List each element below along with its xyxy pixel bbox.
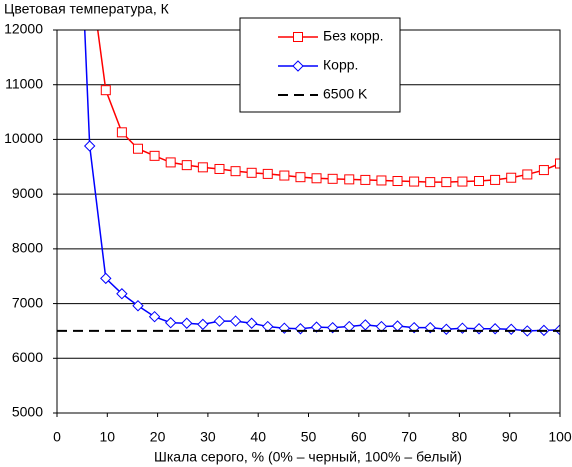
y-tick-label: 10000 xyxy=(4,130,43,146)
marker xyxy=(100,272,112,285)
chart-title: Цветовая температура, К xyxy=(4,1,170,17)
x-tick-label: 50 xyxy=(301,429,317,445)
marker xyxy=(376,175,387,186)
marker xyxy=(214,163,225,174)
marker xyxy=(490,174,501,185)
x-tick-label: 20 xyxy=(150,429,166,445)
marker xyxy=(197,162,208,173)
marker xyxy=(230,166,241,177)
marker xyxy=(344,174,355,185)
marker xyxy=(181,160,192,171)
marker xyxy=(165,157,176,168)
legend-label: Без корр. xyxy=(323,28,384,44)
marker xyxy=(310,321,323,333)
marker xyxy=(555,158,560,169)
marker xyxy=(278,322,291,334)
marker xyxy=(116,127,127,138)
x-axis-label: Шкала серого, % (0% – черный, 100% – бел… xyxy=(154,449,462,465)
x-tick-label: 0 xyxy=(53,429,61,445)
marker xyxy=(262,168,273,179)
y-tick-label: 6000 xyxy=(12,349,43,365)
marker xyxy=(132,143,143,154)
marker xyxy=(425,177,436,188)
x-tick-label: 30 xyxy=(200,429,216,445)
legend-label: 6500 K xyxy=(323,86,368,102)
marker xyxy=(246,167,257,178)
marker xyxy=(522,169,533,180)
y-tick-label: 8000 xyxy=(12,240,43,256)
marker xyxy=(457,176,468,187)
marker xyxy=(213,315,226,327)
marker xyxy=(360,174,371,185)
marker xyxy=(554,324,560,336)
marker xyxy=(116,288,128,300)
y-tick-label: 12000 xyxy=(4,21,43,37)
x-tick-label: 80 xyxy=(452,429,468,445)
marker xyxy=(359,319,372,331)
x-tick-label: 10 xyxy=(100,429,116,445)
plot xyxy=(57,30,560,337)
marker xyxy=(149,150,160,161)
legend-box xyxy=(239,17,401,113)
marker xyxy=(392,176,403,187)
marker xyxy=(409,176,420,187)
legend: Без корр. Корр. 6500 K xyxy=(239,17,401,113)
marker xyxy=(474,176,485,187)
y-tick-label: 9000 xyxy=(12,185,43,201)
marker xyxy=(100,85,111,96)
marker xyxy=(424,321,436,334)
x-tick-label: 70 xyxy=(401,429,417,445)
marker xyxy=(408,321,420,334)
x-tick-label: 60 xyxy=(351,429,367,445)
marker xyxy=(293,32,303,42)
marker xyxy=(292,60,304,72)
marker xyxy=(132,300,144,312)
marker xyxy=(441,177,452,188)
marker xyxy=(197,318,209,331)
marker xyxy=(311,173,322,184)
marker xyxy=(456,322,469,334)
legend-label: Корр. xyxy=(323,57,358,73)
x-tick-label: 90 xyxy=(502,429,518,445)
marker xyxy=(164,317,177,329)
marker xyxy=(538,165,549,176)
marker xyxy=(279,170,290,181)
marker xyxy=(245,317,258,329)
marker xyxy=(229,315,242,327)
marker xyxy=(327,173,338,184)
x-tick-label: 40 xyxy=(250,429,266,445)
marker xyxy=(83,140,96,152)
y-tick-label: 5000 xyxy=(12,404,43,420)
y-tick-label: 11000 xyxy=(5,75,43,91)
marker xyxy=(181,317,193,329)
marker xyxy=(295,172,306,183)
marker xyxy=(148,310,161,323)
y-tick-label: 7000 xyxy=(12,294,43,310)
marker xyxy=(326,321,339,334)
marker xyxy=(506,172,517,183)
x-tick-label: 100 xyxy=(548,429,572,445)
